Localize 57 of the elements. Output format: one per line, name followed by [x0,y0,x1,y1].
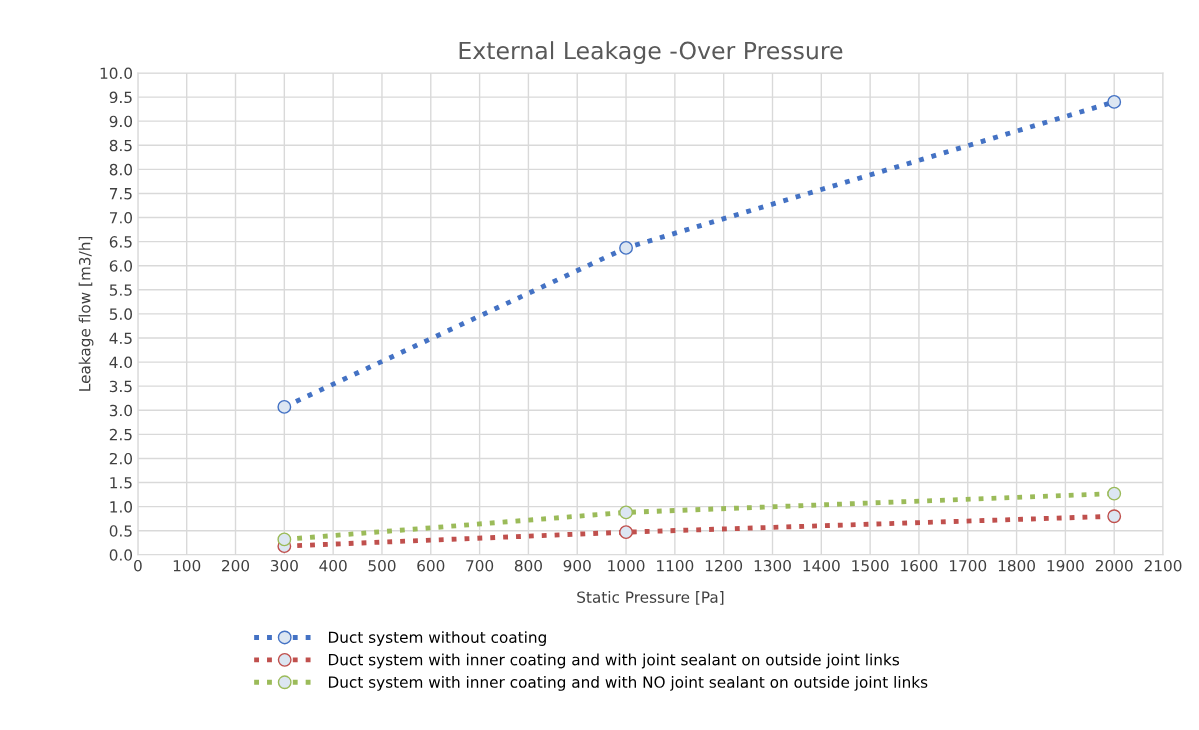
y-tick-label: 3.5 [109,380,132,393]
x-tick-label: 1600 [901,559,938,572]
x-tick-label: 1900 [1047,559,1084,572]
legend-label: Duct system with inner coating and with joint sealant on outside joint links [328,653,900,669]
y-axis-title: Leakage flow [m3/h] [78,236,94,391]
x-tick-label: 1300 [754,559,791,572]
x-tick-label: 1000 [608,559,645,572]
point [277,399,292,414]
y-tick-label: 0.0 [109,549,133,561]
x-tick-label: 2100 [1144,559,1182,572]
legend-label: Duct system with inner coating and with NO joint sealant on outside joint links [328,676,928,691]
x-tick-label: 500 [368,559,396,572]
point [1107,509,1122,524]
y-tick-label: 6.0 [109,260,133,272]
x-tick-label: 1700 [950,559,987,572]
point [619,505,633,520]
point [619,240,633,255]
y-tick-label: 4.5 [109,332,132,345]
x-tick-label: 1200 [705,559,743,572]
x-tick-label: 2000 [1095,559,1133,572]
y-tick-label: 2.0 [109,452,133,465]
x-tick-label: 900 [563,559,591,572]
y-tick-label: 8.0 [109,163,133,176]
y-tick-label: 9.0 [109,115,133,128]
y-tick-label: 1.5 [110,477,132,489]
y-tick-label: 9.5 [109,91,132,104]
y-tick-label: 10.0 [100,67,133,80]
x-tick-label: 400 [319,559,347,572]
x-tick-label: 1500 [852,559,889,572]
x-tick-label: 800 [514,559,542,572]
y-tick-label: 3.0 [109,404,133,417]
y-tick-label: 5.0 [109,308,133,320]
legend-label: Duct system without coating [328,631,546,646]
y-tick-label: 2.5 [109,428,132,441]
x-axis-title: Static Pressure [Pa] [577,591,724,605]
chart-title: External Leakage -Over Pressure [459,41,843,65]
y-tick-label: 4.0 [109,356,133,369]
y-tick-label: 0.5 [109,525,132,537]
y-tick-label: 7.5 [109,188,132,200]
y-tick-label: 6.5 [109,236,132,248]
x-tick-label: 100 [173,559,201,572]
x-tick-label: 0 [134,559,142,572]
y-tick-label: 7.0 [109,212,133,224]
y-tick-label: 8.5 [109,139,132,152]
y-tick-label: 1.0 [110,501,133,513]
x-tick-label: 1400 [803,559,840,572]
x-tick-label: 200 [222,559,250,572]
x-tick-label: 300 [270,559,298,572]
x-tick-label: 700 [466,559,494,572]
x-tick-label: 1100 [657,559,694,572]
point [1107,94,1122,109]
y-tick-label: 5.5 [109,284,132,296]
x-tick-label: 600 [417,559,445,572]
x-tick-label: 1800 [998,559,1036,572]
point [619,525,633,540]
point [1107,486,1122,501]
point [277,532,292,547]
